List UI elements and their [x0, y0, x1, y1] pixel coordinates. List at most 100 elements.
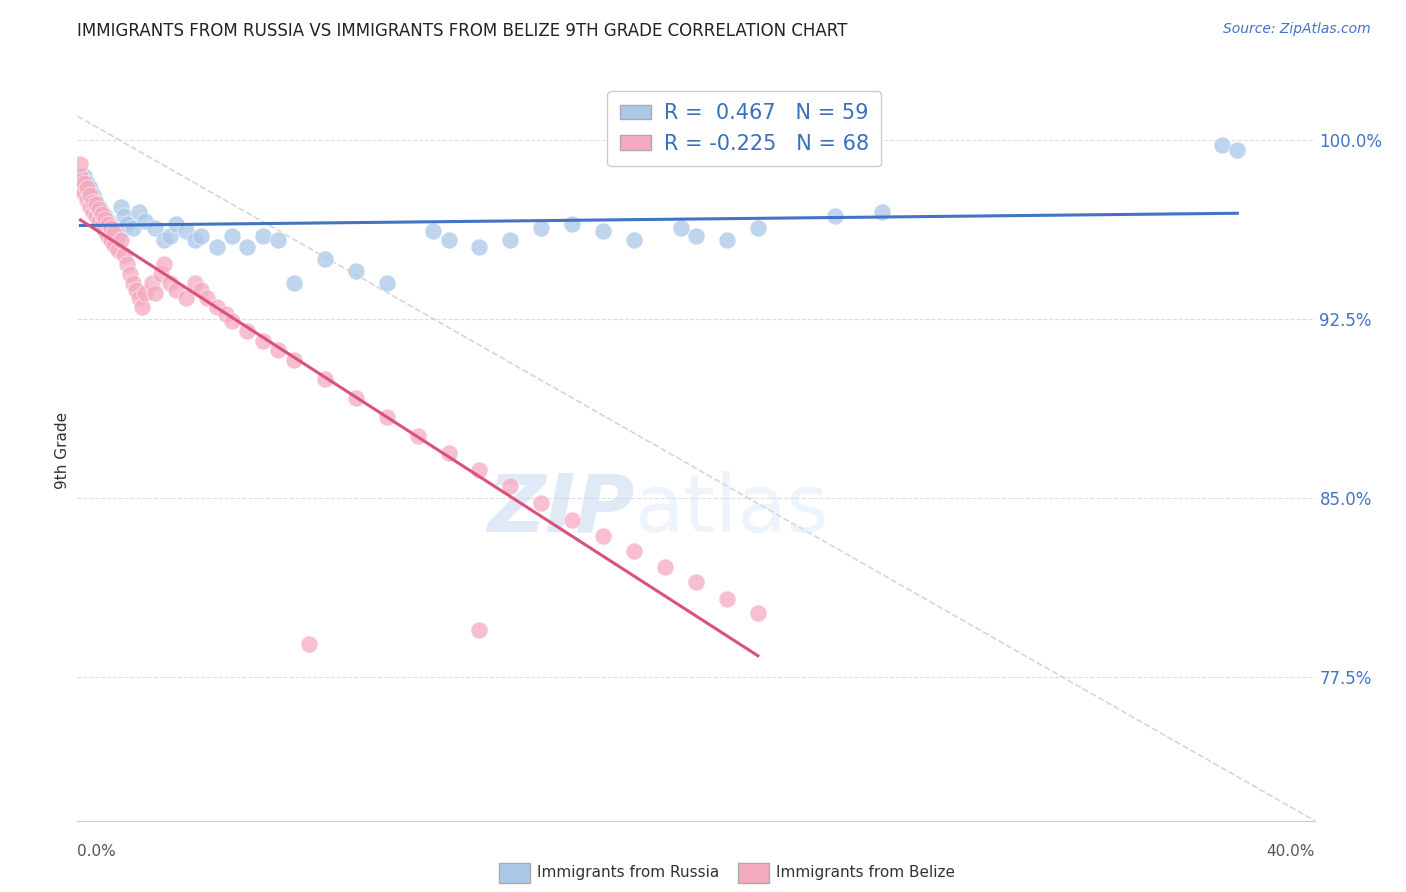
Point — [76, 180, 98, 194]
Point — [716, 233, 738, 247]
Point — [530, 221, 553, 235]
Point — [79, 188, 101, 202]
Point — [84, 210, 107, 224]
Point — [437, 446, 460, 460]
Point — [561, 217, 583, 231]
Point — [100, 221, 122, 235]
Point — [561, 513, 583, 527]
Point — [623, 233, 645, 247]
Point — [314, 252, 336, 267]
Point — [747, 221, 769, 235]
Point — [153, 233, 176, 247]
Point — [115, 217, 138, 231]
Point — [82, 200, 104, 214]
Point — [112, 247, 135, 261]
Point — [165, 217, 187, 231]
Point — [344, 391, 367, 405]
Point — [72, 186, 94, 200]
Point — [122, 277, 145, 291]
Point — [468, 240, 491, 254]
Point — [82, 188, 104, 202]
Point — [143, 285, 166, 300]
Point — [1226, 143, 1249, 157]
Point — [76, 186, 98, 200]
Point — [221, 314, 243, 328]
Point — [468, 623, 491, 637]
Point — [283, 277, 305, 291]
Point — [91, 219, 114, 233]
Text: Immigrants from Belize: Immigrants from Belize — [776, 865, 955, 880]
Point — [72, 176, 94, 190]
Point — [298, 637, 321, 651]
Point — [195, 291, 218, 305]
Point — [103, 224, 125, 238]
Point — [344, 264, 367, 278]
Point — [100, 233, 122, 247]
Point — [94, 211, 117, 226]
Point — [118, 267, 141, 281]
Point — [375, 277, 398, 291]
Point — [122, 221, 145, 235]
Point — [76, 193, 98, 207]
Point — [205, 240, 228, 254]
Point — [870, 204, 893, 219]
Text: atlas: atlas — [634, 471, 828, 549]
Point — [69, 169, 91, 183]
Point — [97, 221, 120, 235]
Point — [72, 169, 94, 183]
Point — [94, 210, 117, 224]
Point — [84, 197, 107, 211]
Point — [165, 284, 187, 298]
Point — [499, 479, 522, 493]
Point — [252, 334, 274, 348]
Point — [112, 210, 135, 224]
Point — [221, 228, 243, 243]
Legend: R =  0.467   N = 59, R = -0.225   N = 68: R = 0.467 N = 59, R = -0.225 N = 68 — [607, 91, 882, 166]
Point — [79, 180, 101, 194]
Point — [97, 214, 120, 228]
Point — [128, 204, 150, 219]
Point — [824, 210, 846, 224]
Point — [252, 228, 274, 243]
Point — [87, 210, 110, 224]
Point — [468, 462, 491, 476]
Point — [184, 277, 207, 291]
Point — [91, 214, 114, 228]
Point — [94, 219, 117, 233]
Point — [91, 207, 114, 221]
Point — [87, 202, 110, 217]
Point — [79, 193, 101, 207]
Point — [159, 228, 181, 243]
Point — [84, 195, 107, 210]
Point — [437, 233, 460, 247]
Point — [69, 157, 91, 171]
Point — [134, 285, 156, 300]
Point — [97, 217, 120, 231]
Point — [87, 200, 110, 214]
Point — [215, 307, 238, 321]
Point — [190, 284, 212, 298]
Point — [669, 221, 692, 235]
Point — [97, 228, 120, 243]
Point — [69, 180, 91, 194]
Point — [530, 496, 553, 510]
Point — [141, 277, 163, 291]
Point — [747, 606, 769, 620]
Point — [184, 233, 207, 247]
Point — [592, 224, 614, 238]
Point — [76, 176, 98, 190]
Point — [205, 300, 228, 314]
Point — [283, 352, 305, 367]
Point — [79, 200, 101, 214]
Text: ZIP: ZIP — [486, 471, 634, 549]
Point — [125, 284, 148, 298]
Point — [115, 257, 138, 271]
Point — [1211, 137, 1233, 152]
Point — [110, 233, 132, 247]
Point — [82, 204, 104, 219]
Point — [128, 291, 150, 305]
Point — [94, 224, 117, 238]
Point — [623, 543, 645, 558]
Point — [103, 226, 125, 240]
Text: Source: ZipAtlas.com: Source: ZipAtlas.com — [1223, 22, 1371, 37]
